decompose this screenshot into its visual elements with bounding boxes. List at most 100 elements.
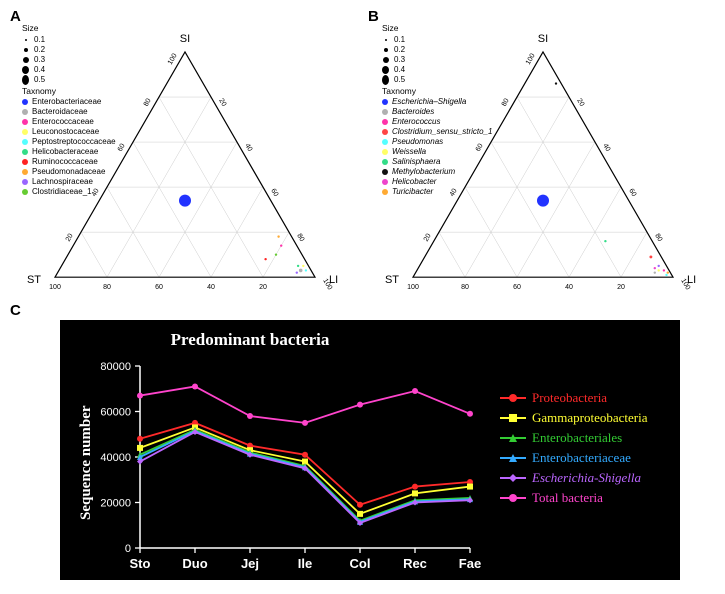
taxonomy-legend-item: Pseudomonas — [382, 137, 493, 147]
taxonomy-legend-item: Turicibacter — [382, 187, 493, 197]
size-legend-item: 0.3 — [382, 55, 493, 65]
svg-text:SI: SI — [538, 33, 548, 45]
svg-text:40: 40 — [207, 284, 215, 291]
svg-text:20: 20 — [617, 284, 625, 291]
size-legend-title: Size — [382, 23, 493, 34]
series-legend-label: Enterobacteriales — [532, 430, 622, 446]
svg-text:20: 20 — [259, 284, 267, 291]
series-legend-label: Total bacteria — [532, 490, 603, 506]
series-legend-marker — [500, 491, 526, 505]
taxonomy-legend-label: Pseudomonadaceae — [32, 167, 105, 177]
series-legend-marker — [500, 431, 526, 445]
svg-text:20: 20 — [423, 233, 433, 243]
figure-root: { "panelA": { "label": "A", "type": "ter… — [0, 0, 725, 594]
svg-text:40: 40 — [601, 143, 611, 153]
size-legend-value: 0.3 — [34, 55, 45, 65]
taxonomy-legend-item: Enterobacteriaceae — [22, 97, 116, 107]
svg-text:40000: 40000 — [100, 452, 131, 464]
taxonomy-legend-label: Enterococcaceae — [32, 117, 94, 127]
svg-text:20000: 20000 — [100, 498, 131, 510]
svg-text:Col: Col — [350, 556, 371, 571]
taxonomy-legend-item: Enterococcus — [382, 117, 493, 127]
size-legend-value: 0.1 — [394, 35, 405, 45]
panel-c-ylabel: Sequence number — [78, 405, 95, 520]
svg-text:20: 20 — [575, 98, 585, 108]
series-legend-item: Gammaproteobacteria — [500, 410, 648, 426]
taxonomy-legend-item: Peptostreptococcaceae — [22, 137, 116, 147]
taxonomy-legend-label: Methylobacterium — [392, 167, 455, 177]
taxonomy-legend-label: Ruminococcaceae — [32, 157, 98, 167]
size-legend-value: 0.5 — [34, 75, 45, 85]
svg-text:ST: ST — [27, 274, 41, 286]
series-legend-item: Enterobacteriaceae — [500, 450, 648, 466]
size-legend-value: 0.1 — [34, 35, 45, 45]
taxonomy-legend-label: Turicibacter — [392, 187, 433, 197]
taxonomy-legend-label: Weissella — [392, 147, 426, 157]
size-legend-value: 0.2 — [394, 45, 405, 55]
taxonomy-legend-label: Bacteroides — [392, 107, 434, 117]
svg-text:60: 60 — [269, 188, 279, 198]
svg-text:100: 100 — [525, 52, 537, 66]
svg-text:100: 100 — [49, 284, 61, 291]
series-legend-marker — [500, 411, 526, 425]
svg-text:80: 80 — [461, 284, 469, 291]
taxonomy-legend-item: Bacteroidaceae — [22, 107, 116, 117]
size-legend-value: 0.2 — [34, 45, 45, 55]
svg-text:40: 40 — [243, 143, 253, 153]
svg-text:100: 100 — [407, 284, 419, 291]
taxonomy-legend-item: Enterococcaceae — [22, 117, 116, 127]
taxonomy-legend-label: Pseudomonas — [392, 137, 443, 147]
taxonomy-legend-label: Peptostreptococcaceae — [32, 137, 116, 147]
taxonomy-legend-item: Bacteroides — [382, 107, 493, 117]
svg-text:LI: LI — [687, 274, 696, 286]
taxonomy-legend-item: Weissella — [382, 147, 493, 157]
size-legend-item: 0.5 — [22, 75, 116, 85]
taxonomy-legend-item: Helicobacter — [382, 177, 493, 187]
panel-b: 202020404040606060808080100100100SISTLI … — [368, 22, 718, 302]
size-legend-item: 0.1 — [382, 35, 493, 45]
svg-text:80: 80 — [143, 97, 153, 107]
taxonomy-legend-title: Taxnomy — [22, 86, 116, 97]
taxonomy-legend-label: Lachnospiraceae — [32, 177, 93, 187]
taxonomy-legend-label: Enterococcus — [392, 117, 440, 127]
series-legend-label: Proteobacteria — [532, 390, 607, 406]
taxonomy-legend-item: Ruminococcaceae — [22, 157, 116, 167]
svg-text:60: 60 — [155, 284, 163, 291]
taxonomy-legend-label: Clostridium_sensu_stricto_1 — [392, 127, 493, 137]
svg-text:80000: 80000 — [100, 361, 131, 373]
svg-text:Sto: Sto — [130, 556, 151, 571]
taxonomy-legend-label: Escherichia–Shigella — [392, 97, 466, 107]
panel-c: Predominant bacteria Sequence number 020… — [60, 320, 680, 580]
svg-text:40: 40 — [565, 284, 573, 291]
series-legend-label: Enterobacteriaceae — [532, 450, 631, 466]
svg-text:80: 80 — [103, 284, 111, 291]
taxonomy-legend-label: Helicobacter — [392, 177, 436, 187]
taxonomy-legend-label: Helicobacteraceae — [32, 147, 98, 157]
svg-text:60: 60 — [627, 188, 637, 198]
taxonomy-legend-item: Helicobacteraceae — [22, 147, 116, 157]
size-legend-item: 0.4 — [22, 65, 116, 75]
taxonomy-legend-item: Clostridiaceae_1 — [22, 187, 116, 197]
size-legend-value: 0.4 — [394, 65, 405, 75]
taxonomy-legend-label: Salinisphaera — [392, 157, 440, 167]
svg-text:100: 100 — [167, 52, 179, 66]
series-legend-marker — [500, 451, 526, 465]
svg-text:Jej: Jej — [241, 556, 259, 571]
panel-a: 202020404040606060808080100100100SISTLI … — [10, 22, 360, 302]
size-legend-item: 0.2 — [22, 45, 116, 55]
series-legend-item: Enterobacteriales — [500, 430, 648, 446]
taxonomy-legend-item: Methylobacterium — [382, 167, 493, 177]
svg-text:20: 20 — [217, 98, 227, 108]
legend-b: Size 0.1 0.2 0.3 0.4 0.5Taxnomy Escheric… — [382, 22, 493, 197]
svg-text:Rec: Rec — [403, 556, 427, 571]
taxonomy-legend-item: Pseudomonadaceae — [22, 167, 116, 177]
size-legend-item: 0.5 — [382, 75, 493, 85]
series-legend-label: Gammaproteobacteria — [532, 410, 648, 426]
size-legend-value: 0.5 — [394, 75, 405, 85]
taxonomy-legend-label: Enterobacteriaceae — [32, 97, 101, 107]
size-legend-value: 0.4 — [34, 65, 45, 75]
taxonomy-legend-title: Taxnomy — [382, 86, 493, 97]
taxonomy-legend-item: Salinisphaera — [382, 157, 493, 167]
panel-c-title: Predominant bacteria — [20, 330, 480, 350]
taxonomy-legend-label: Leuconostocaceae — [32, 127, 99, 137]
